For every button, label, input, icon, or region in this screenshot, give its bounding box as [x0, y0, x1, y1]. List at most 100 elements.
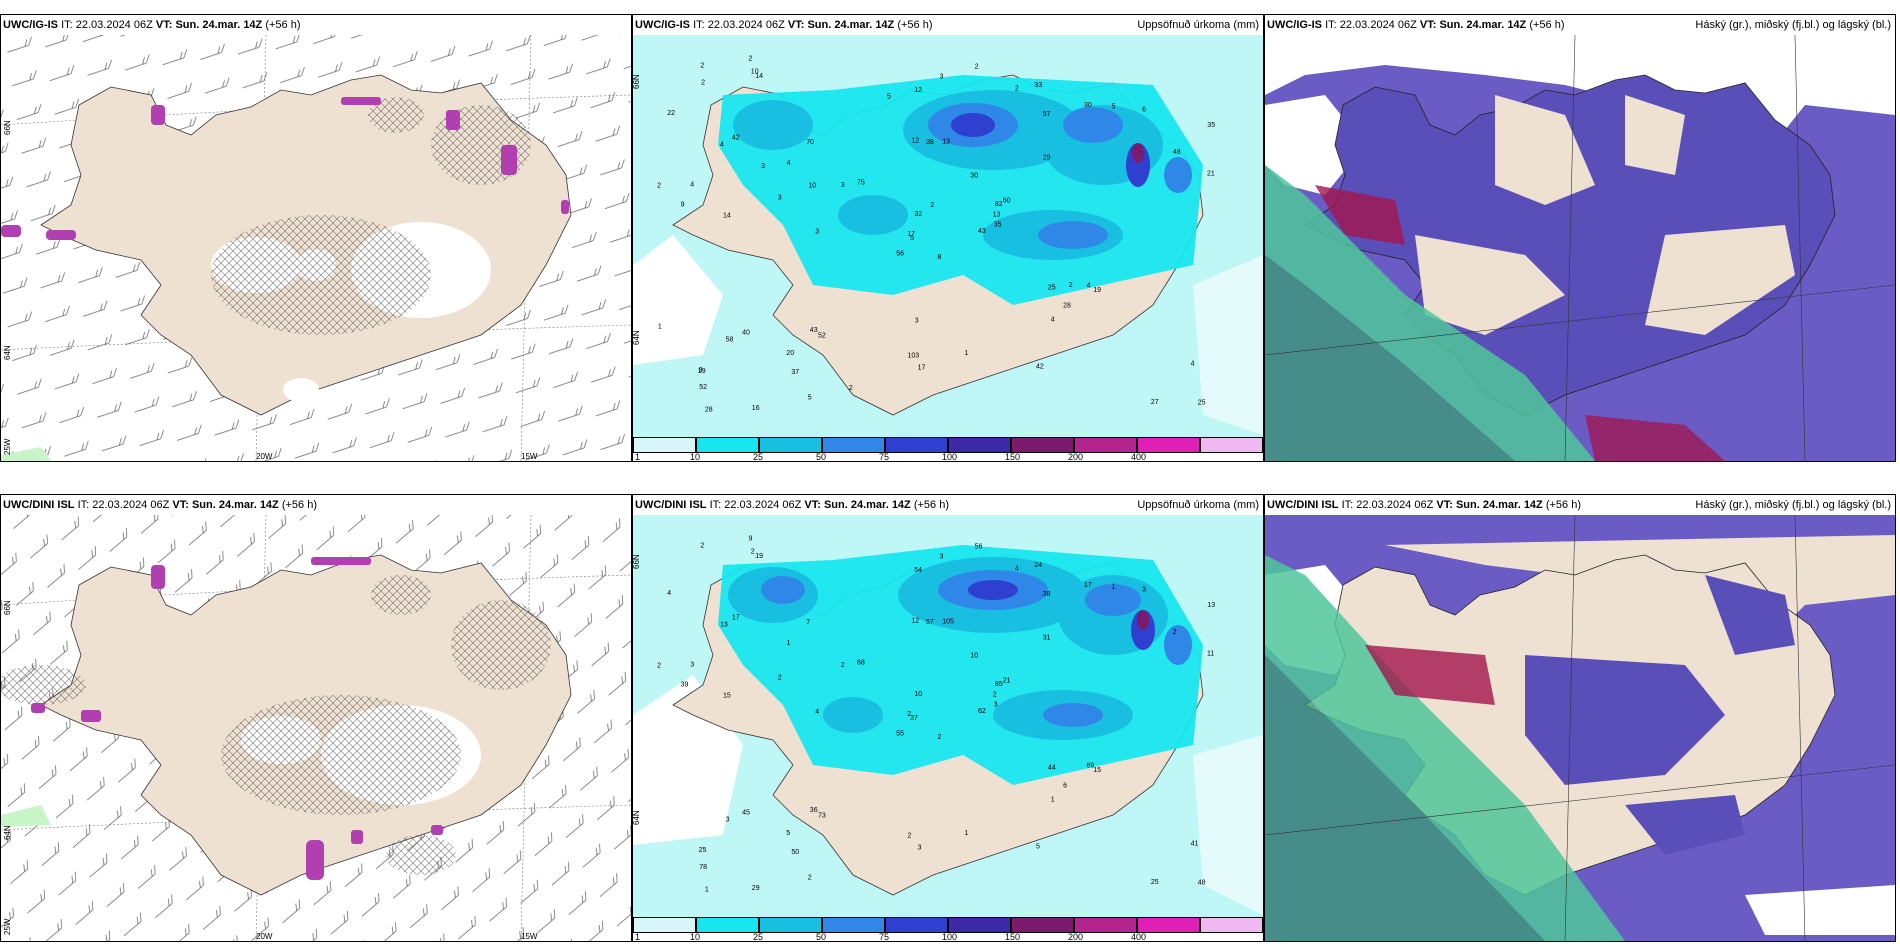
legend-tick-label: 200	[1068, 932, 1084, 942]
precip-value: 16	[752, 405, 760, 412]
precip-value: 48	[1198, 879, 1206, 886]
precip-value: 68	[857, 659, 865, 666]
precip-value: 5	[808, 395, 812, 402]
precip-value: 13	[720, 622, 728, 629]
precip-value: 2	[700, 543, 704, 550]
precip-value: 5	[786, 830, 790, 837]
precip-value: 3	[699, 367, 703, 374]
precip-value: 39	[681, 681, 689, 688]
precip-value: 75	[857, 179, 865, 186]
lon-label-15w: 15W	[521, 452, 538, 461]
it-label: IT:	[61, 19, 73, 31]
legend-tick-label: 1	[635, 452, 641, 462]
precip-value: 3	[940, 554, 944, 561]
precip-value: 3	[994, 702, 998, 709]
precip-value: 21	[1207, 170, 1215, 177]
legend-swatch	[885, 437, 948, 453]
precip-value: 43	[810, 327, 818, 334]
precip-value: 2	[749, 55, 753, 62]
legend-swatch	[633, 437, 696, 453]
precip-value: 4	[1051, 317, 1055, 324]
vt-value: Sun. 24.mar. 14Z	[1439, 19, 1527, 31]
legend-tick-label: 25	[753, 932, 764, 942]
legend-tick-label: 10	[690, 932, 701, 942]
lon-label-25w: 25W	[3, 438, 12, 455]
precip-value: 14	[755, 73, 763, 80]
precip-value: 56	[896, 250, 904, 257]
legend-tick-label: 50	[816, 932, 827, 942]
precip-value: 36	[810, 807, 818, 814]
precip-value: 25	[1048, 285, 1056, 292]
cloud-map	[1265, 515, 1895, 941]
lon-label-25w: 25W	[3, 918, 12, 935]
legend-tick-label: 100	[942, 452, 958, 462]
vt-label: VT:	[172, 499, 189, 511]
precip-value: 10	[808, 183, 816, 190]
panel-bottom-right: UWC/DINI ISL IT: 22.03.2024 06Z VT: Sun.…	[1264, 494, 1896, 942]
precip-value: 35	[994, 222, 1002, 229]
vt-label: VT:	[155, 19, 173, 31]
legend-tick-label: 400	[1131, 932, 1147, 942]
cloud-map	[1265, 35, 1895, 461]
high-cloud-band	[1265, 165, 1595, 461]
legend-swatch	[759, 437, 822, 453]
it-label: IT:	[1341, 499, 1354, 511]
lat-label-66: 66N	[632, 554, 641, 569]
legend-swatch	[948, 917, 1011, 933]
precip-value: 2	[751, 548, 755, 555]
precip-value: 2	[700, 63, 704, 70]
precip-value: 6	[1063, 783, 1067, 790]
lead-time: (+56 h)	[265, 19, 301, 31]
precip-value: 2	[1015, 86, 1019, 93]
precip-value: 25	[1151, 879, 1159, 886]
precip-map: 8453825233135743142514355629161230407552…	[633, 35, 1263, 461]
panel-top-left: UWC/IG-IS IT: 22.03.2024 06Z VT: Sun. 24…	[0, 14, 632, 462]
precip-value: 35	[1207, 122, 1215, 129]
panel-right-title: Uppsöfnuð úrkoma (mm)	[1137, 495, 1259, 515]
precip-value: 19	[698, 368, 706, 375]
precip-value: 32	[914, 211, 922, 218]
precip-value: 42	[1036, 364, 1044, 371]
precip-value: 38	[1043, 591, 1051, 598]
precip-value: 103	[908, 353, 920, 360]
legend-swatch	[822, 917, 885, 933]
precip-value: 33	[1034, 82, 1042, 89]
model-source: UWC/IG-IS	[3, 19, 58, 31]
panel-top-right: UWC/IG-IS IT: 22.03.2024 06Z VT: Sun. 24…	[1264, 14, 1896, 462]
panel-bottom-left: UWC/DINI ISL IT: 22.03.2024 06Z VT: Sun.…	[0, 494, 632, 942]
it-label: IT:	[1325, 19, 1337, 31]
wind-map	[1, 515, 631, 941]
panel-title: UWC/DINI ISL IT: 22.03.2024 06Z VT: Sun.…	[1, 495, 631, 515]
precip-value: 13	[942, 139, 950, 146]
precip-value: 4	[720, 142, 724, 149]
lon-label-20w: 20W	[256, 452, 273, 461]
wind-map	[1, 35, 631, 461]
precip-value: 4	[690, 181, 694, 188]
legend-swatch	[1011, 917, 1074, 933]
precip-value: 2	[937, 734, 941, 741]
precip-value: 38	[926, 139, 934, 146]
precip-value: 28	[705, 407, 713, 414]
panel-right-title: Háský (gr.), miðský (fj.bl.) og lágský (…	[1695, 495, 1891, 515]
lat-label-64: 64N	[3, 345, 12, 360]
legend-tick-label: 150	[1005, 452, 1021, 462]
lead-time: (+56 h)	[1529, 19, 1565, 31]
precip-value: 37	[910, 715, 918, 722]
precip-value: 57	[1043, 111, 1051, 118]
precip-value: 3	[918, 845, 922, 852]
precip-value: 1	[965, 830, 969, 837]
precip-value: 43	[978, 228, 986, 235]
model-source: UWC/DINI ISL	[3, 499, 75, 511]
legend-swatch	[948, 437, 1011, 453]
precip-value: 42	[732, 135, 740, 142]
precip-value: 19	[1093, 287, 1101, 294]
precip-value: 7	[806, 619, 810, 626]
precip-value: 30	[1084, 102, 1092, 109]
precip-value: 17	[907, 231, 915, 238]
precip-value: 2	[908, 833, 912, 840]
precip-value: 2	[907, 711, 911, 718]
precip-value: 52	[818, 332, 826, 339]
vt-value: Sun. 24.mar. 14Z	[1455, 499, 1543, 511]
it-label: IT:	[709, 499, 722, 511]
precip-value: 12	[912, 618, 920, 625]
